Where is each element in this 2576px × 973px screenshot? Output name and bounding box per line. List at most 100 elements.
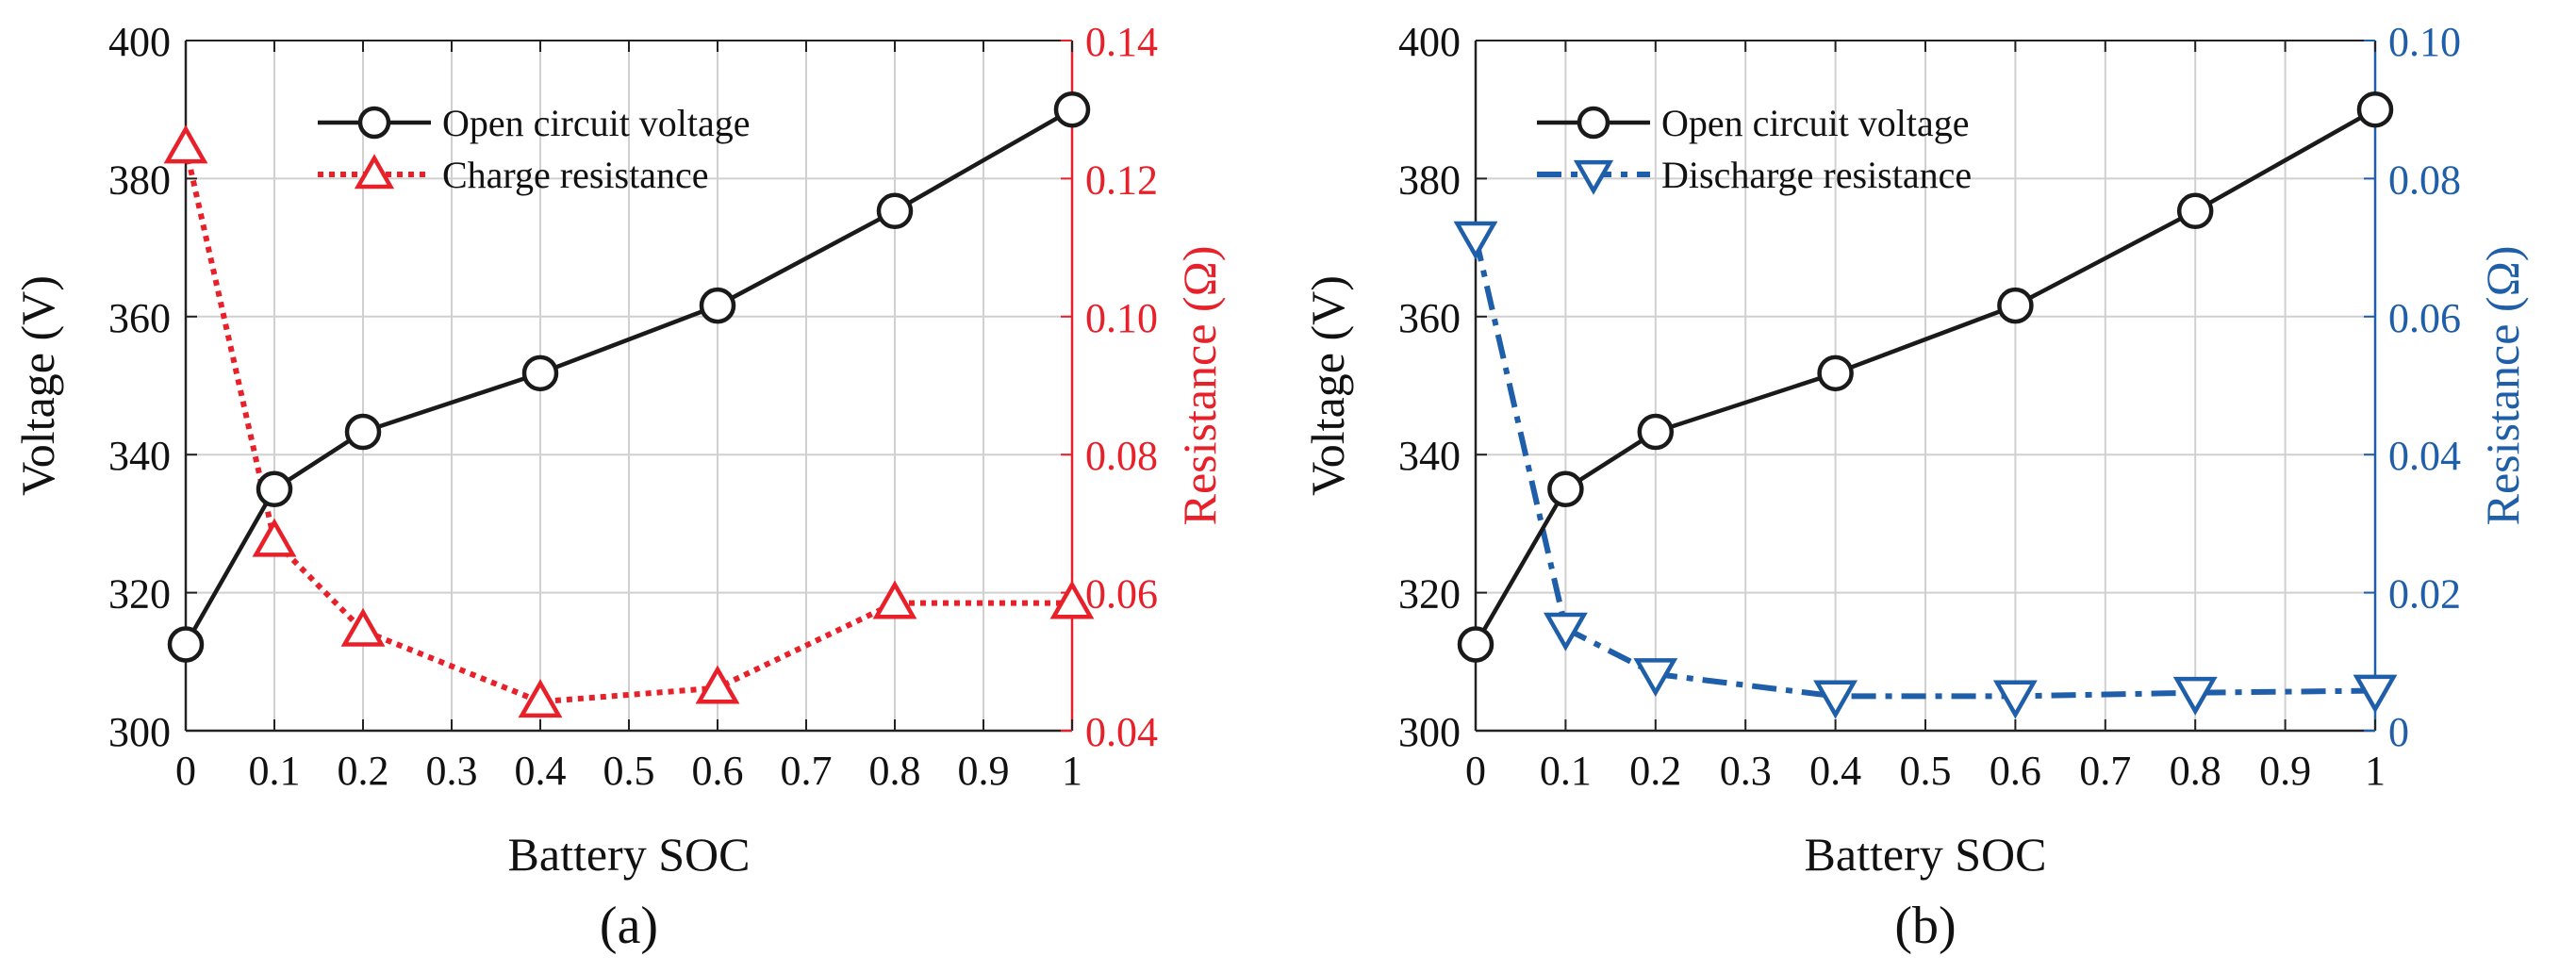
y-left-tick-labels: 300 320 340 360 380 400 <box>1398 19 1461 755</box>
data-point-triangle-down <box>1573 159 1614 195</box>
data-point-triangle-down <box>1453 221 1498 260</box>
data-point-circle <box>2356 91 2394 128</box>
y-right-axis-label: Resistance (Ω) <box>2476 246 2529 526</box>
data-point-circle <box>1053 91 1091 128</box>
x-tick-label: 0.2 <box>1629 748 1681 794</box>
data-point-triangle-up <box>518 679 563 718</box>
data-point-triangle-down <box>1543 612 1588 651</box>
data-point-circle <box>1637 413 1675 451</box>
data-point-circle <box>1997 287 2034 324</box>
y-right-tick-label: 0.04 <box>2388 433 2461 479</box>
data-point-circle <box>699 287 736 324</box>
x-tick-label: 0.4 <box>1809 748 1861 794</box>
legend-item: Discharge resistance <box>1537 154 1972 196</box>
data-point-circle <box>167 626 205 663</box>
y-left-tick-label: 380 <box>1398 157 1461 203</box>
data-point-circle <box>876 192 914 230</box>
y-right-tick-labels: 0 0.02 0.04 0.06 0.08 0.10 <box>2388 19 2461 755</box>
data-point-circle <box>256 470 293 508</box>
series-charge-resistance <box>163 124 1095 718</box>
x-axis-label: Battery SOC <box>1805 828 2047 881</box>
panel-label: (a) <box>600 897 658 955</box>
x-tick-label: 0.9 <box>2259 748 2311 794</box>
y-left-tick-label: 360 <box>1398 295 1461 341</box>
y-right-axis-label: Resistance (Ω) <box>1173 246 1226 526</box>
y-left-axis-label: Voltage (V) <box>1301 275 1354 496</box>
y-left-tick-label: 360 <box>108 295 171 341</box>
x-tick-label: 0.8 <box>2170 748 2221 794</box>
y-left-tick-label: 300 <box>1398 709 1461 755</box>
y-right-tick-label: 0.08 <box>2388 157 2461 203</box>
x-tick-label: 0.6 <box>1990 748 2041 794</box>
x-tick-labels: 0 0.1 0.2 0.3 0.4 0.5 0.6 0.7 0.8 0.9 1 <box>175 748 1082 794</box>
data-point-triangle-down <box>1813 680 1858 719</box>
data-point-triangle-up <box>163 124 208 164</box>
data-point-triangle-up <box>340 607 386 647</box>
legend: Open circuit voltage Charge resistance <box>318 102 751 196</box>
data-point-circle <box>521 355 559 392</box>
panel-label: (b) <box>1894 897 1956 955</box>
data-point-triangle-up <box>252 518 297 557</box>
data-point-circle <box>344 413 382 451</box>
y-right-tick-label: 0.02 <box>2388 571 2461 618</box>
y-right-tick-label: 0.10 <box>1085 295 1158 341</box>
x-tick-label: 0.7 <box>781 748 833 794</box>
x-tick-label: 0.4 <box>515 748 567 794</box>
y-left-axis-label: Voltage (V) <box>11 275 64 496</box>
y-right-tick-label: 0 <box>2388 709 2409 755</box>
y-right-tick-label: 0.10 <box>2388 19 2461 65</box>
y-right-tick-label: 0.06 <box>2388 295 2461 341</box>
x-tick-label: 0.7 <box>2079 748 2131 794</box>
y-right-tick-label: 0.08 <box>1085 433 1158 479</box>
y-left-tick-label: 400 <box>108 19 171 65</box>
data-point-triangle-up <box>354 154 395 190</box>
data-point-triangle-up <box>1049 580 1095 619</box>
data-point-circle <box>1577 106 1610 140</box>
data-point-triangle-down <box>2172 676 2218 716</box>
x-tick-label: 0.5 <box>603 748 655 794</box>
x-tick-label: 0.2 <box>338 748 389 794</box>
chart-panel-b: 0 0.1 0.2 0.3 0.4 0.5 0.6 0.7 0.8 0.9 1 300 320 340 36… <box>1301 19 2529 955</box>
legend-text: Open circuit voltage <box>1661 102 1970 144</box>
x-tick-label: 0 <box>1465 748 1486 794</box>
data-point-circle <box>2176 192 2214 230</box>
y-right-tick-label: 0.04 <box>1085 709 1158 755</box>
legend-item: Charge resistance <box>318 154 708 196</box>
x-tick-label: 0.1 <box>249 748 301 794</box>
legend-text: Discharge resistance <box>1661 154 1972 196</box>
x-tick-label: 0.9 <box>958 748 1010 794</box>
data-point-circle <box>357 106 391 140</box>
legend-text: Charge resistance <box>442 154 708 196</box>
data-point-triangle-down <box>1633 658 1678 698</box>
y-right-tick-label: 0.12 <box>1085 157 1158 203</box>
legend-item: Open circuit voltage <box>1537 102 1970 144</box>
data-point-triangle-up <box>695 665 740 704</box>
x-tick-label: 0.3 <box>1720 748 1772 794</box>
x-tick-label: 0 <box>175 748 196 794</box>
data-point-triangle-down <box>2353 674 2398 714</box>
chart-panel-a: 0 0.1 0.2 0.3 0.4 0.5 0.6 0.7 0.8 0.9 1 300 320 340 36… <box>11 19 1226 955</box>
y-left-tick-label: 300 <box>108 709 171 755</box>
y-right-tick-labels: 0.04 0.06 0.08 0.10 0.12 0.14 <box>1085 19 1158 755</box>
y-left-tick-labels: 300 320 340 360 380 400 <box>108 19 171 755</box>
y-right-tick-label: 0.14 <box>1085 19 1158 65</box>
series-discharge-resistance <box>1453 221 2398 719</box>
x-tick-label: 0.5 <box>1900 748 1952 794</box>
x-tick-label: 1 <box>1062 748 1082 794</box>
y-left-tick-label: 320 <box>108 571 171 618</box>
legend: Open circuit voltage Discharge resistance <box>1537 102 1972 196</box>
y-left-tick-label: 320 <box>1398 571 1461 618</box>
data-point-triangle-up <box>872 580 917 619</box>
data-point-circle <box>1547 470 1584 508</box>
y-left-tick-label: 380 <box>108 157 171 203</box>
series-open-circuit-voltage <box>1457 91 2394 663</box>
legend-item: Open circuit voltage <box>318 102 751 144</box>
x-tick-labels: 0 0.1 0.2 0.3 0.4 0.5 0.6 0.7 0.8 0.9 1 <box>1465 748 2386 794</box>
data-point-triangle-down <box>1992 680 2038 719</box>
x-tick-label: 1 <box>2365 748 2386 794</box>
x-tick-label: 0.1 <box>1540 748 1592 794</box>
y-left-tick-label: 340 <box>1398 433 1461 479</box>
series-open-circuit-voltage <box>167 91 1091 663</box>
x-tick-label: 0.3 <box>426 748 478 794</box>
